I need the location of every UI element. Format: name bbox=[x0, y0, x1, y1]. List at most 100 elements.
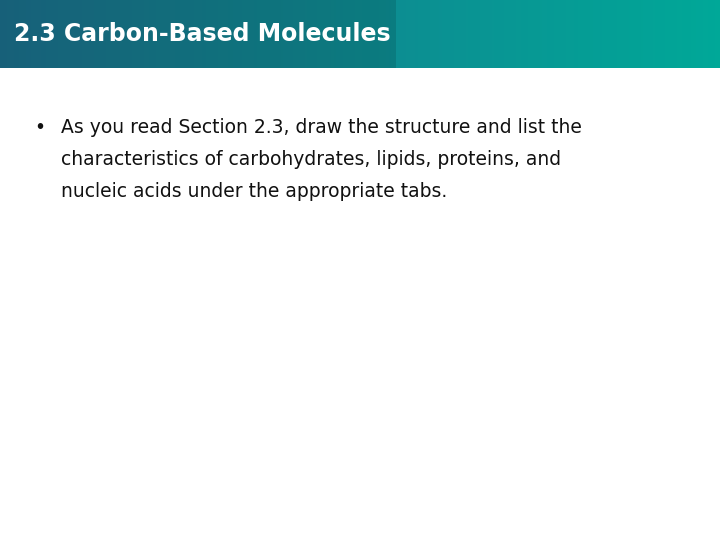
Bar bbox=[127, 0, 130, 68]
Bar bbox=[351, 0, 353, 68]
Bar bbox=[135, 0, 137, 68]
Bar bbox=[324, 0, 326, 68]
Bar bbox=[706, 0, 708, 68]
Bar bbox=[106, 0, 108, 68]
Bar bbox=[567, 0, 569, 68]
Bar bbox=[621, 0, 624, 68]
Bar bbox=[317, 0, 319, 68]
Bar bbox=[120, 0, 122, 68]
Bar bbox=[477, 0, 480, 68]
Bar bbox=[588, 0, 590, 68]
Bar bbox=[612, 0, 614, 68]
Bar bbox=[58, 0, 60, 68]
Bar bbox=[682, 0, 684, 68]
Bar bbox=[247, 0, 250, 68]
Bar bbox=[542, 0, 545, 68]
Bar bbox=[163, 0, 166, 68]
Bar bbox=[485, 0, 487, 68]
Bar bbox=[576, 0, 578, 68]
Bar bbox=[41, 0, 43, 68]
Bar bbox=[701, 0, 703, 68]
Bar bbox=[261, 0, 264, 68]
Bar bbox=[593, 0, 595, 68]
Bar bbox=[341, 0, 343, 68]
Bar bbox=[533, 0, 535, 68]
Bar bbox=[463, 0, 466, 68]
Bar bbox=[161, 0, 163, 68]
Bar bbox=[310, 0, 312, 68]
Bar bbox=[675, 0, 677, 68]
Bar bbox=[693, 0, 696, 68]
Bar bbox=[382, 0, 384, 68]
Bar bbox=[557, 0, 559, 68]
Bar bbox=[617, 0, 619, 68]
Bar bbox=[19, 0, 22, 68]
Bar bbox=[711, 0, 713, 68]
Text: nucleic acids under the appropriate tabs.: nucleic acids under the appropriate tabs… bbox=[61, 182, 447, 201]
Bar bbox=[228, 0, 230, 68]
Text: As you read Section 2.3, draw the structure and list the: As you read Section 2.3, draw the struct… bbox=[61, 118, 582, 137]
Bar bbox=[646, 0, 648, 68]
Bar bbox=[281, 0, 283, 68]
Bar bbox=[559, 0, 562, 68]
Bar bbox=[269, 0, 271, 68]
Bar bbox=[626, 0, 629, 68]
Bar bbox=[531, 0, 533, 68]
Bar bbox=[600, 0, 603, 68]
Bar bbox=[86, 0, 89, 68]
Bar bbox=[451, 0, 454, 68]
Bar bbox=[322, 0, 324, 68]
Bar bbox=[482, 0, 485, 68]
Bar bbox=[511, 0, 513, 68]
Bar bbox=[634, 0, 636, 68]
Bar bbox=[110, 0, 113, 68]
Bar bbox=[197, 0, 199, 68]
Bar bbox=[156, 0, 158, 68]
Bar bbox=[595, 0, 598, 68]
Bar bbox=[610, 0, 612, 68]
Text: •: • bbox=[34, 118, 45, 137]
Bar bbox=[643, 0, 646, 68]
Bar bbox=[660, 0, 662, 68]
Bar bbox=[526, 0, 528, 68]
Bar bbox=[583, 0, 585, 68]
Bar bbox=[132, 0, 135, 68]
Bar bbox=[17, 0, 19, 68]
Bar bbox=[459, 0, 461, 68]
Bar bbox=[286, 0, 288, 68]
Bar bbox=[415, 0, 418, 68]
Bar bbox=[549, 0, 552, 68]
Bar bbox=[653, 0, 655, 68]
Bar bbox=[581, 0, 583, 68]
Bar bbox=[619, 0, 621, 68]
Bar bbox=[670, 0, 672, 68]
Bar bbox=[665, 0, 667, 68]
Bar bbox=[240, 0, 243, 68]
Bar bbox=[396, 0, 398, 68]
Bar bbox=[513, 0, 516, 68]
Bar bbox=[346, 0, 348, 68]
Bar bbox=[271, 0, 274, 68]
Bar bbox=[218, 0, 221, 68]
Bar bbox=[598, 0, 600, 68]
Bar bbox=[405, 0, 408, 68]
Bar bbox=[0, 0, 396, 68]
Bar bbox=[300, 0, 302, 68]
Bar bbox=[50, 0, 53, 68]
Bar bbox=[305, 0, 307, 68]
Bar bbox=[194, 0, 197, 68]
Bar bbox=[223, 0, 225, 68]
Bar bbox=[125, 0, 127, 68]
Bar bbox=[329, 0, 331, 68]
Bar bbox=[180, 0, 182, 68]
Bar bbox=[91, 0, 94, 68]
Bar bbox=[22, 0, 24, 68]
Bar bbox=[276, 0, 279, 68]
Bar bbox=[655, 0, 657, 68]
Bar bbox=[103, 0, 106, 68]
Bar bbox=[74, 0, 77, 68]
Bar bbox=[389, 0, 391, 68]
Bar bbox=[84, 0, 86, 68]
Bar bbox=[535, 0, 538, 68]
Bar bbox=[279, 0, 281, 68]
